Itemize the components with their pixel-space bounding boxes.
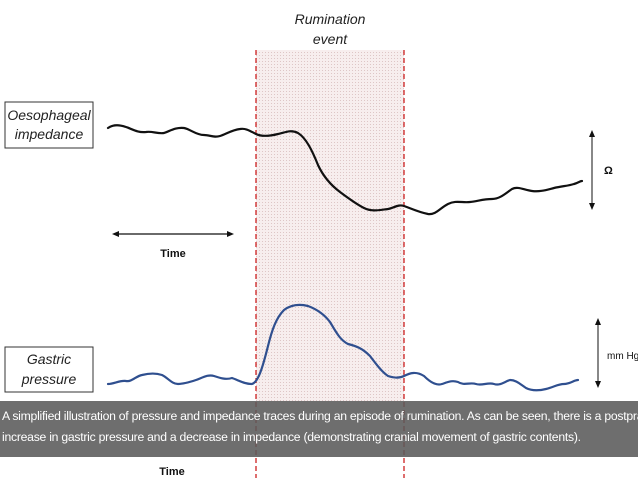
caption-bar: A simplified illustration of pressure an… (0, 401, 638, 457)
time-arrow-head-left (112, 231, 119, 237)
event-label-line1: Rumination (295, 11, 366, 27)
omega-unit-label: Ω (604, 165, 613, 177)
caption-line-1: A simplified illustration of pressure an… (2, 409, 638, 423)
pressure-arrow-head-down (595, 381, 601, 388)
impedance-label-line1: Oesophageal (7, 107, 91, 123)
pressure-label-box (4, 346, 94, 393)
event-label-line2: event (313, 31, 348, 47)
time-label-top: Time (160, 248, 185, 260)
impedance-label-line2: impedance (15, 126, 84, 142)
pressure-unit-label: mm Hg (607, 351, 638, 362)
impedance-trace (106, 124, 584, 216)
pressure-label-line2: pressure (21, 371, 77, 387)
impedance-arrow-head-up (589, 130, 595, 137)
caption-line-2: increase in gastric pressure and a decre… (2, 430, 581, 444)
pressure-trace (106, 303, 580, 392)
pressure-arrow-head-up (595, 318, 601, 325)
rumination-event-region (256, 50, 404, 401)
impedance-label-box (4, 101, 94, 149)
time-arrow-head-right (227, 231, 234, 237)
pressure-label-line1: Gastric (27, 351, 71, 367)
time-label-bottom: Time (159, 466, 184, 478)
impedance-arrow-head-down (589, 203, 595, 210)
